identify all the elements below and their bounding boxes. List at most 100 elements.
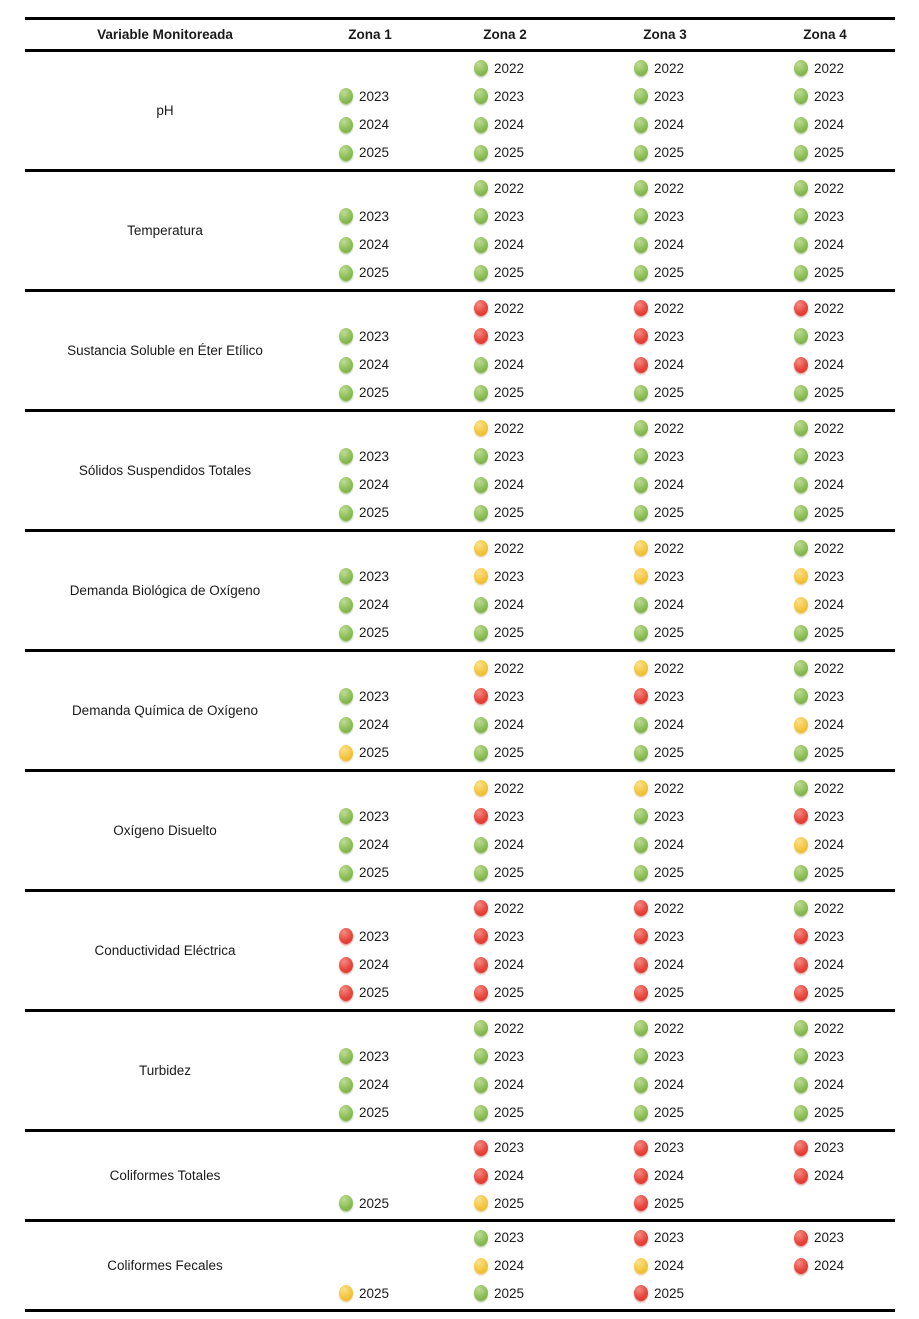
status-green-icon (794, 1020, 808, 1037)
year-entry: 2022 (474, 60, 536, 77)
year-label: 2025 (654, 625, 685, 641)
zone-cell: 2022 2023 2024 2025 (755, 892, 895, 1009)
status-green-icon (339, 688, 353, 705)
status-green-icon (474, 864, 488, 881)
year-line: 2025 (575, 979, 755, 1007)
year-entry: 2025 (339, 1285, 401, 1302)
year-label: 2022 (814, 660, 845, 676)
year-entry: 2024 (794, 956, 856, 973)
year-line: 2023 (755, 322, 895, 350)
year-entry: 2023 (339, 448, 401, 465)
year-label: 2024 (654, 957, 685, 973)
year-entry: 2024 (339, 236, 401, 253)
year-entry: 2023 (634, 448, 696, 465)
column-header-variable: Variable Monitoreada (97, 27, 233, 42)
status-red-icon (474, 328, 488, 345)
zone-cell: 2022 2023 2024 2025 (755, 1012, 895, 1129)
year-entry: 2024 (794, 356, 856, 373)
status-green-icon (474, 744, 488, 761)
year-label: 2023 (494, 688, 525, 704)
year-line: 2022 (755, 414, 895, 442)
year-entry: 2024 (339, 356, 401, 373)
status-green-icon (794, 60, 808, 77)
year-line: 2023 (305, 682, 435, 710)
column-header-zona-2: Zona 2 (483, 27, 527, 42)
year-line: 2025 (575, 619, 755, 647)
year-label: 2024 (359, 1077, 390, 1093)
year-line: 2025 (755, 259, 895, 287)
year-entry: 2024 (339, 476, 401, 493)
table-row: Demanda Química de Oxígeno 2023 2024 2025 20… (25, 652, 895, 772)
status-green-icon (474, 356, 488, 373)
year-line: 2023 (435, 322, 575, 350)
zone-cell: 2022 2023 2024 2025 (575, 292, 755, 409)
status-red-icon (474, 300, 488, 317)
year-entry: 2025 (339, 144, 401, 161)
status-green-icon (794, 1104, 808, 1121)
status-green-icon (474, 624, 488, 641)
table-row: Conductividad Eléctrica 2023 2024 2025 2022 2… (25, 892, 895, 1012)
year-line: 2023 (435, 1224, 575, 1252)
year-entry: 2023 (794, 808, 856, 825)
year-entry: 2023 (794, 1139, 856, 1156)
status-green-icon (474, 144, 488, 161)
year-entry: 2025 (474, 504, 536, 521)
year-line: 2024 (575, 471, 755, 499)
year-label: 2022 (654, 420, 685, 436)
status-yellow-icon (634, 568, 648, 585)
status-green-icon (794, 180, 808, 197)
zone-cell: 2022 2023 2024 2025 (435, 532, 575, 649)
year-entry: 2024 (474, 836, 536, 853)
status-red-icon (634, 984, 648, 1001)
status-red-icon (634, 1167, 648, 1184)
year-line: 2025 (575, 499, 755, 527)
year-line: 2024 (575, 111, 755, 139)
zone-cell: 2022 2023 2024 2025 (755, 652, 895, 769)
year-line: 2023 (755, 802, 895, 830)
status-green-icon (634, 144, 648, 161)
year-entry: 2023 (794, 688, 856, 705)
status-green-icon (634, 744, 648, 761)
status-red-icon (794, 356, 808, 373)
year-line: 2025 (755, 139, 895, 167)
status-green-icon (339, 328, 353, 345)
year-entry: 2022 (474, 780, 536, 797)
year-line: 2023 (435, 802, 575, 830)
year-line: 2025 (305, 979, 435, 1007)
status-green-icon (339, 568, 353, 585)
variable-label: Temperatura (127, 223, 203, 238)
status-green-icon (339, 1076, 353, 1093)
status-yellow-icon (794, 596, 808, 613)
year-line: 2024 (755, 1162, 895, 1190)
year-entry: 2024 (339, 116, 401, 133)
year-entry: 2024 (474, 356, 536, 373)
year-label: 2025 (359, 265, 390, 281)
year-entry: 2023 (474, 88, 536, 105)
year-label: 2024 (359, 117, 390, 133)
year-line: 2022 (575, 414, 755, 442)
year-label: 2025 (494, 865, 525, 881)
column-header-zona-3: Zona 3 (643, 27, 687, 42)
year-entry: 2025 (339, 1195, 401, 1212)
year-line: 2024 (435, 111, 575, 139)
year-line: 2023 (435, 562, 575, 590)
year-label: 2022 (494, 900, 525, 916)
zone-cell: 2023 2024 2025 (435, 1222, 575, 1309)
status-green-icon (474, 208, 488, 225)
zone-cell: 2022 2023 2024 2025 (575, 52, 755, 169)
year-line: 2022 (575, 894, 755, 922)
year-entry: 2023 (474, 808, 536, 825)
year-label: 2024 (359, 837, 390, 853)
status-green-icon (794, 328, 808, 345)
year-label: 2023 (654, 88, 685, 104)
year-line: 2024 (305, 231, 435, 259)
year-label: 2024 (654, 1168, 685, 1183)
year-label: 2024 (359, 717, 390, 733)
year-label: 2024 (814, 357, 845, 373)
status-red-icon (634, 328, 648, 345)
year-line: 2023 (755, 1134, 895, 1162)
year-entry: 2023 (794, 568, 856, 585)
status-green-icon (634, 384, 648, 401)
year-line: 2023 (575, 1224, 755, 1252)
year-line: 2024 (575, 231, 755, 259)
